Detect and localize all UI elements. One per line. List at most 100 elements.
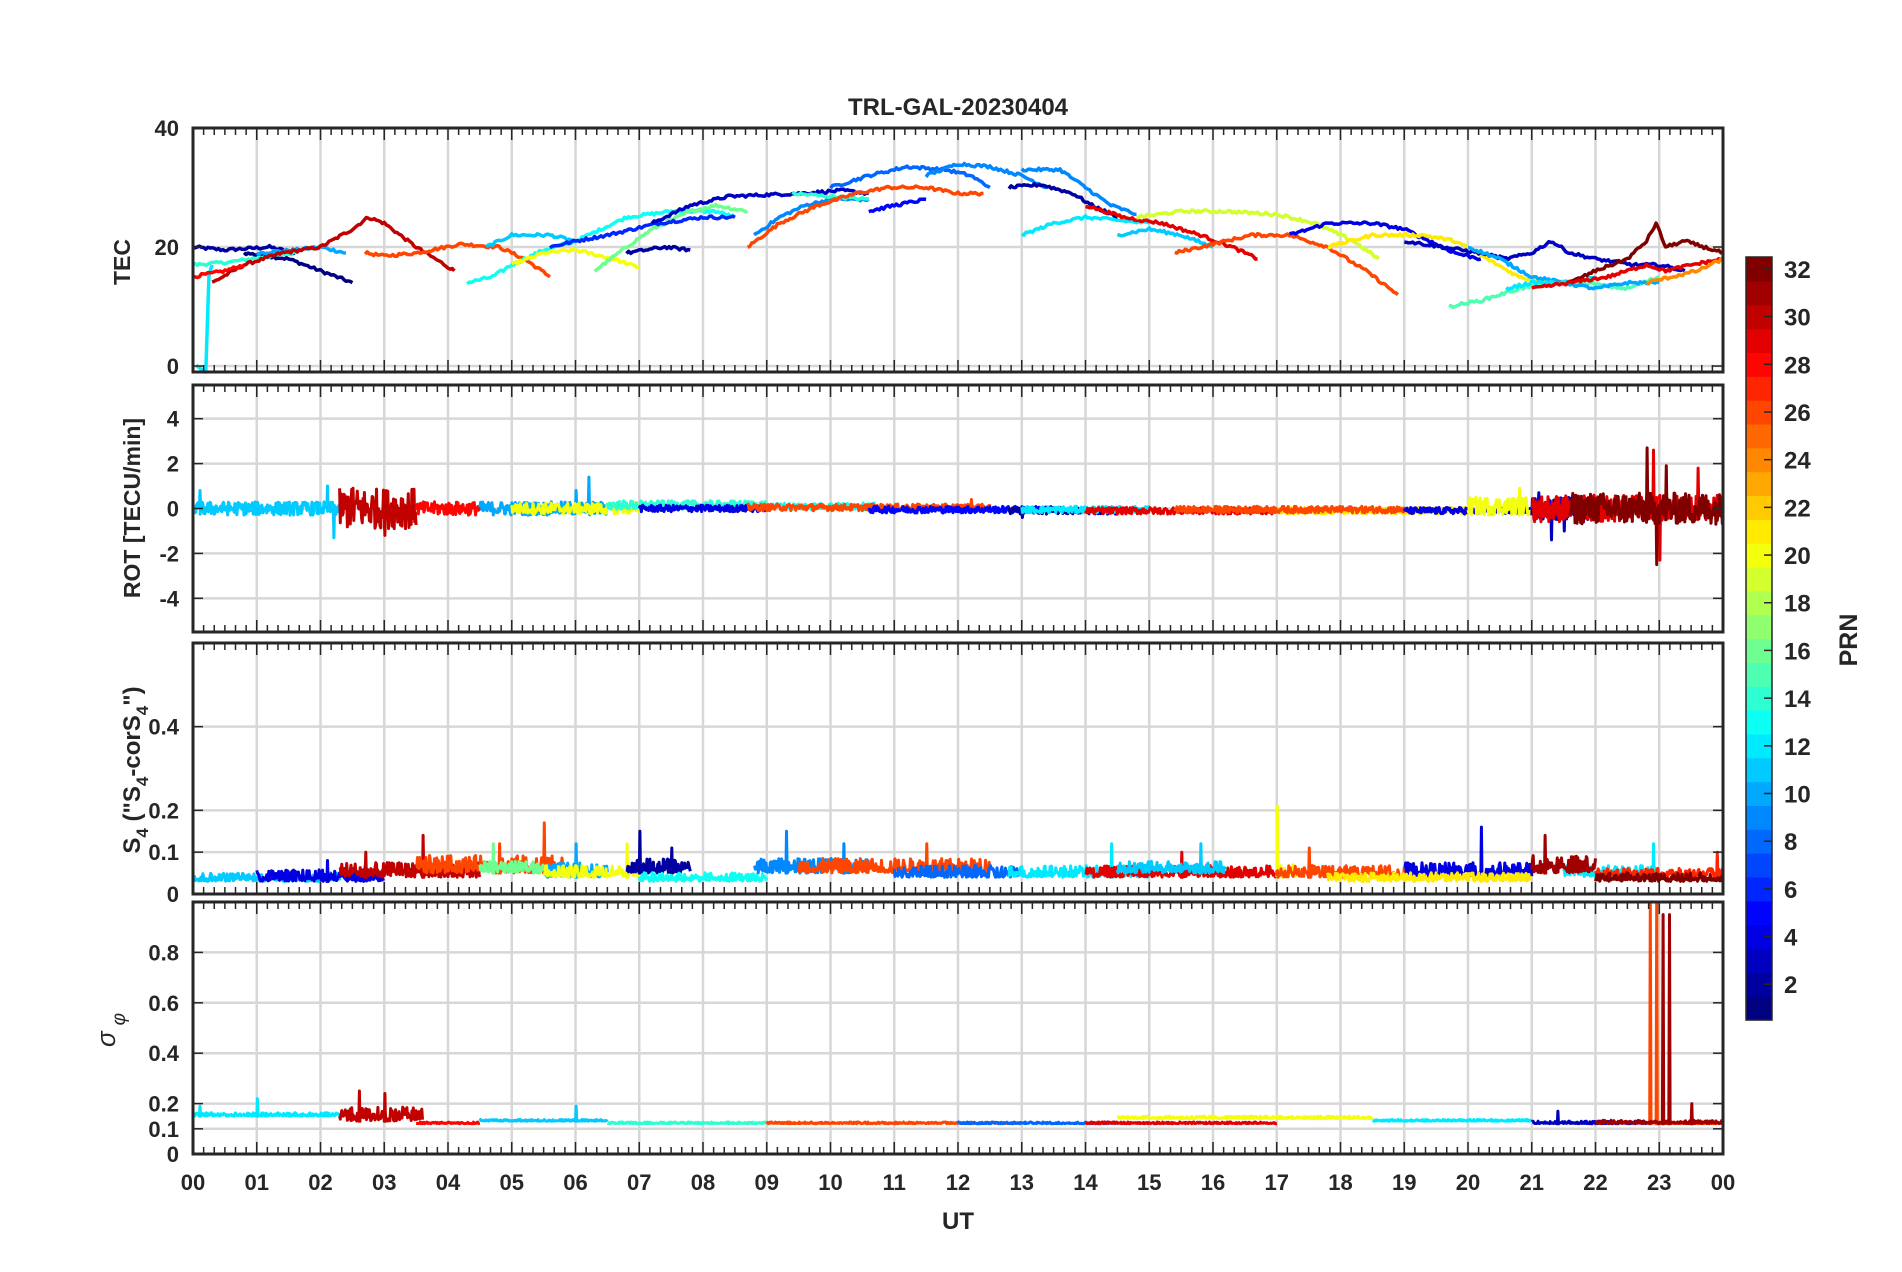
colorbar-cell xyxy=(1746,471,1772,497)
series-line-prn-20 xyxy=(511,247,640,270)
colorbar-tick-label: 26 xyxy=(1784,400,1811,427)
colorbar-tick-label: 2 xyxy=(1784,972,1797,999)
series-line-prn-32 xyxy=(1569,221,1724,284)
y-tick-label: 40 xyxy=(155,116,179,141)
colorbar-tick-label: 14 xyxy=(1784,686,1811,713)
series-line-prn-5 xyxy=(868,197,927,214)
x-tick-label: 07 xyxy=(627,1170,651,1195)
colorbar-cell xyxy=(1746,757,1772,783)
y-tick-label: -4 xyxy=(159,586,179,611)
series-line-prn-13 xyxy=(637,871,769,883)
colorbar-border xyxy=(1745,256,1773,1021)
y-tick-label: 0.6 xyxy=(148,991,179,1016)
colorbar-cell xyxy=(1746,614,1772,640)
panel-sigma-border xyxy=(191,900,1725,1156)
y-tick-label: 0.2 xyxy=(148,1092,179,1117)
series-line-prn-20 xyxy=(542,842,641,879)
series-line-prn-29 xyxy=(1531,256,1724,290)
x-tick-label: 12 xyxy=(946,1170,970,1195)
series-line-prn-19 xyxy=(1136,208,1381,261)
x-tick-label: 10 xyxy=(818,1170,842,1195)
colorbar-cell xyxy=(1746,328,1772,353)
series-line-prn-11 xyxy=(478,1104,609,1123)
series-line-prn-20 xyxy=(1466,486,1534,517)
series-line-prn-32 xyxy=(1568,446,1725,567)
panel-s4: 0 0.1 0.2 0.4 S4 ("S4-corS4") xyxy=(119,641,1725,907)
panel-s4-series xyxy=(192,804,1725,883)
series-line-prn-1 xyxy=(242,251,354,285)
x-tick-label: 23 xyxy=(1647,1170,1671,1195)
colorbar-tick-label: 24 xyxy=(1784,448,1811,475)
x-tick-label: 04 xyxy=(436,1170,461,1195)
series-line-prn-11 xyxy=(1115,842,1227,875)
y-tick-label: 0.4 xyxy=(148,1041,179,1066)
series-line-prn-11 xyxy=(1116,226,1214,249)
series-line-prn-20 xyxy=(510,501,641,516)
panel-s4-ticks: 0 0.1 0.2 0.4 xyxy=(148,643,1724,907)
series-line-prn-30 xyxy=(211,215,456,284)
colorbar-tick-label: 30 xyxy=(1784,305,1811,332)
series-line-prn-32 xyxy=(1594,871,1725,883)
colorbar-tick-label: 6 xyxy=(1784,877,1797,904)
colorbar-tick-label: 12 xyxy=(1784,734,1811,761)
colorbar-cell xyxy=(1746,662,1772,687)
series-line-prn-29 xyxy=(1084,1120,1278,1126)
series-line-prn-29 xyxy=(1085,204,1258,261)
panel-s4-grid xyxy=(193,643,1723,894)
y-tick-label: 0 xyxy=(167,1142,179,1167)
colorbar-cell xyxy=(1746,710,1772,735)
panel-rot-ticks: -4 -2 0 2 4 xyxy=(159,385,1724,632)
y-tick-label: 0.4 xyxy=(148,715,179,740)
x-tick-label: 13 xyxy=(1010,1170,1034,1195)
panel-sigma-ylabel: σφ xyxy=(91,1013,130,1047)
series-line-prn-16 xyxy=(593,202,749,273)
x-tick-label: 09 xyxy=(755,1170,779,1195)
series-line-prn-21 xyxy=(1327,231,1546,285)
colorbar-label: PRN xyxy=(1835,614,1863,667)
series-line-prn-20 xyxy=(1116,1114,1374,1121)
colorbar-tick-label: 32 xyxy=(1784,257,1811,284)
series-line-prn-14 xyxy=(606,1120,768,1126)
series-line-prn-26 xyxy=(746,184,984,249)
colorbar-tick-label: 28 xyxy=(1784,352,1811,379)
y-tick-label: 0.1 xyxy=(148,1117,179,1142)
series-line-prn-8 xyxy=(829,164,991,190)
x-tick-label: 15 xyxy=(1137,1170,1161,1195)
series-line-prn-24 xyxy=(1645,256,1724,286)
colorbar-cell xyxy=(1746,519,1772,544)
x-tick-label: 03 xyxy=(372,1170,396,1195)
y-tick-label: -2 xyxy=(159,541,179,566)
panel-rot: -4 -2 0 2 4 ROT [TECU/min] xyxy=(119,383,1725,634)
series-line-prn-4 xyxy=(1289,220,1482,262)
x-tick-label: 20 xyxy=(1456,1170,1480,1195)
series-line-prn-4 xyxy=(1403,825,1534,879)
panel-sigma-series xyxy=(191,900,1724,1126)
series-line-prn-28 xyxy=(415,1120,481,1126)
series-line-prn-3 xyxy=(650,187,870,225)
x-tick-label: 08 xyxy=(691,1170,715,1195)
series-line-prn-28 xyxy=(192,263,246,280)
colorbar-tick-label: 20 xyxy=(1784,543,1811,570)
colorbar-cell xyxy=(1746,376,1772,401)
series-line-prn-31 xyxy=(1530,833,1597,875)
colorbar-tick-label: 16 xyxy=(1784,638,1811,665)
y-tick-label: 0 xyxy=(167,354,179,379)
series-line-prn-9 xyxy=(1020,166,1137,217)
series-line-prn-28 xyxy=(414,500,482,517)
series-line-prn-2 xyxy=(625,829,692,875)
series-line-prn-11 xyxy=(485,232,576,248)
x-axis-label: UT xyxy=(942,1208,974,1235)
panel-s4-border xyxy=(191,641,1725,896)
series-line-prn-2 xyxy=(625,244,691,256)
series-line-prn-26 xyxy=(1174,231,1400,296)
panel-tec-border xyxy=(191,126,1725,374)
x-tick-label: 16 xyxy=(1201,1170,1225,1195)
x-tick-label: 17 xyxy=(1265,1170,1289,1195)
series-line-prn-11 xyxy=(191,484,342,540)
colorbar-tick-label: 4 xyxy=(1784,925,1798,952)
colorbar-cell xyxy=(1746,566,1772,592)
x-tick-label: 18 xyxy=(1328,1170,1352,1195)
series-line-prn-4 xyxy=(637,503,769,514)
colorbar-cell xyxy=(1746,996,1772,1021)
